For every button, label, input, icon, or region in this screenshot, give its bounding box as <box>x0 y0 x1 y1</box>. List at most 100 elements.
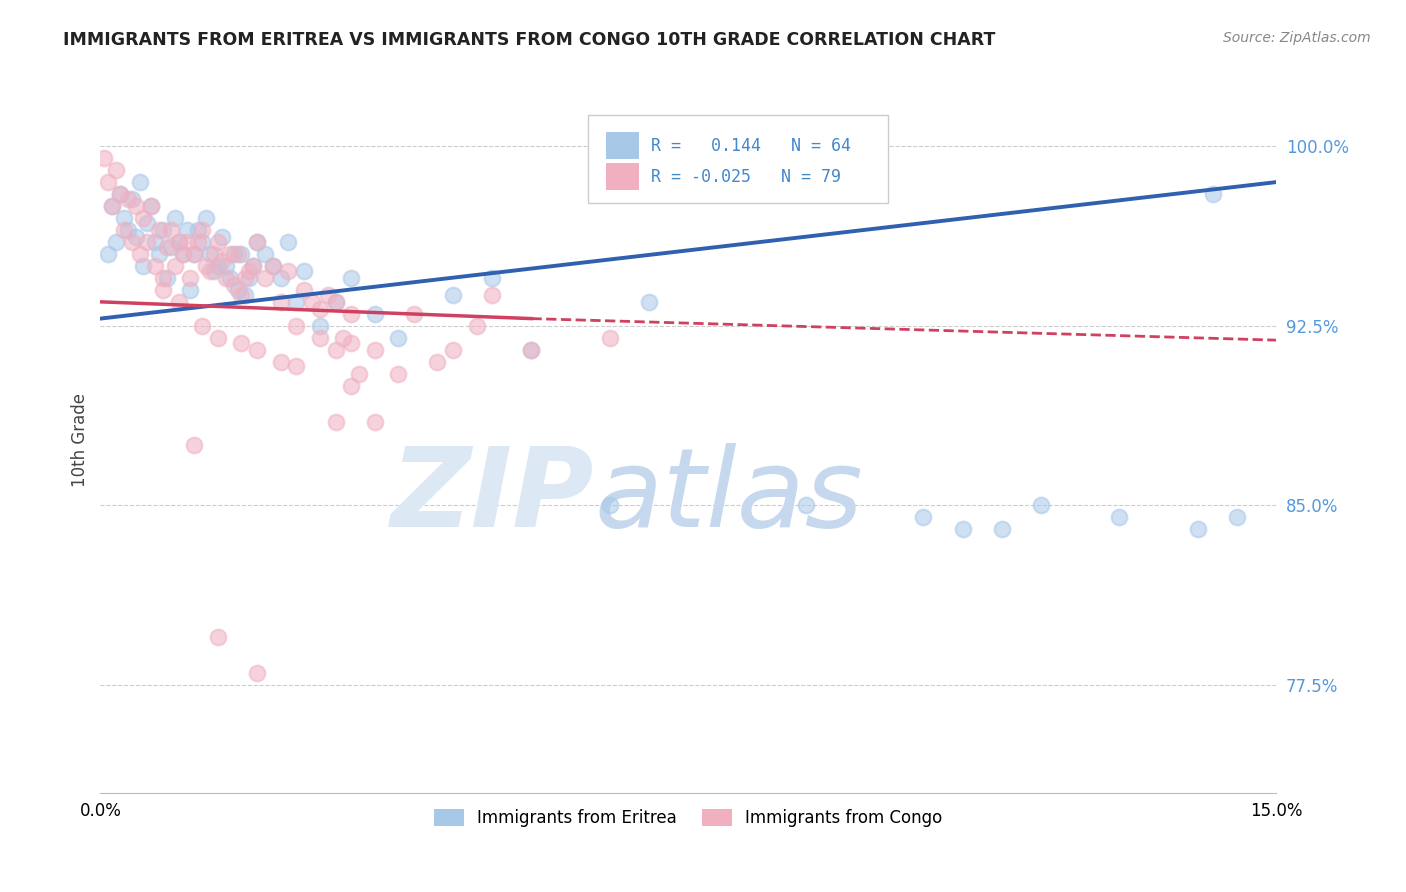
Point <box>238 271 260 285</box>
Point <box>1029 499 1052 513</box>
Point <box>1226 510 1249 524</box>
Point <box>340 335 363 350</box>
Point <box>520 343 543 357</box>
Point <box>198 247 221 261</box>
Point <box>117 192 139 206</box>
Point <box>105 163 128 178</box>
Point <box>1187 522 1209 536</box>
Point <box>387 367 409 381</box>
Point <box>347 367 370 381</box>
Point <box>599 499 621 513</box>
Point <box>152 283 174 297</box>
Point <box>167 235 190 249</box>
Text: IMMIGRANTS FROM ERITREA VS IMMIGRANTS FROM CONGO 10TH GRADE CORRELATION CHART: IMMIGRANTS FROM ERITREA VS IMMIGRANTS FR… <box>63 31 995 49</box>
Point <box>238 263 260 277</box>
Point <box>253 247 276 261</box>
Point <box>465 318 488 333</box>
Point <box>183 247 205 261</box>
Point <box>105 235 128 249</box>
Point <box>270 271 292 285</box>
Point <box>108 187 131 202</box>
Point <box>277 263 299 277</box>
Point <box>226 247 249 261</box>
Point <box>207 259 229 273</box>
Point <box>124 230 146 244</box>
Point <box>308 331 330 345</box>
Point <box>132 211 155 225</box>
Point <box>207 630 229 644</box>
Point <box>285 359 308 374</box>
Point <box>108 187 131 202</box>
Point <box>187 223 209 237</box>
Point <box>235 287 257 301</box>
Point <box>270 294 292 309</box>
Point <box>332 331 354 345</box>
Point <box>340 271 363 285</box>
Point <box>160 240 183 254</box>
Point <box>195 211 218 225</box>
Point <box>152 271 174 285</box>
Point <box>215 259 238 273</box>
Point <box>179 283 201 297</box>
Point <box>167 235 190 249</box>
Point <box>198 263 221 277</box>
Point <box>128 175 150 189</box>
Point <box>231 287 253 301</box>
Point <box>183 247 205 261</box>
Point <box>202 263 225 277</box>
Point <box>222 247 245 261</box>
Point <box>191 235 214 249</box>
Point <box>426 354 449 368</box>
Point <box>172 247 194 261</box>
Point <box>226 283 249 297</box>
Text: ZIP: ZIP <box>391 442 595 549</box>
Point <box>952 522 974 536</box>
Point <box>191 318 214 333</box>
Point <box>325 294 347 309</box>
Point <box>172 247 194 261</box>
Point <box>481 287 503 301</box>
Point <box>160 223 183 237</box>
Point <box>325 294 347 309</box>
Point <box>176 235 198 249</box>
Point <box>441 287 464 301</box>
Point <box>277 235 299 249</box>
Point <box>163 211 186 225</box>
Point <box>215 271 238 285</box>
Point <box>308 301 330 316</box>
Point <box>136 216 159 230</box>
Point <box>481 271 503 285</box>
Point <box>222 278 245 293</box>
Point <box>124 199 146 213</box>
Point <box>340 378 363 392</box>
Point <box>136 235 159 249</box>
Point <box>183 438 205 452</box>
Point <box>218 271 240 285</box>
Point <box>195 259 218 273</box>
Point <box>187 235 209 249</box>
FancyBboxPatch shape <box>588 114 889 202</box>
Point <box>270 354 292 368</box>
Point <box>231 247 253 261</box>
Point <box>97 175 120 189</box>
Point <box>912 510 935 524</box>
Point <box>246 343 269 357</box>
Point <box>152 223 174 237</box>
Point <box>402 307 425 321</box>
Point <box>101 199 124 213</box>
Point <box>97 247 120 261</box>
Point <box>301 294 323 309</box>
Point <box>285 318 308 333</box>
Point <box>163 259 186 273</box>
Point <box>132 259 155 273</box>
Point <box>794 499 817 513</box>
Point <box>246 235 269 249</box>
Point <box>128 247 150 261</box>
Point <box>363 415 385 429</box>
Point <box>143 259 166 273</box>
Point <box>262 259 284 273</box>
Point <box>325 415 347 429</box>
Point <box>262 259 284 273</box>
Point <box>292 283 315 297</box>
Point <box>167 294 190 309</box>
